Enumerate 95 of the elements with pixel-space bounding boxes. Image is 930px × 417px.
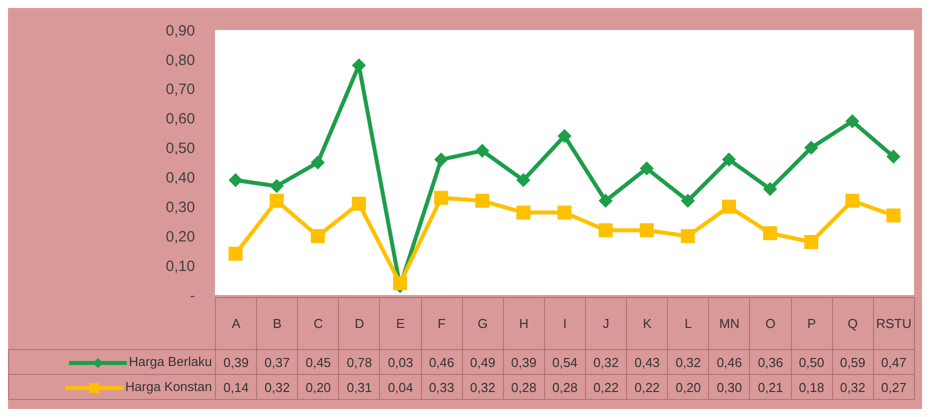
data-label: 0,14 [216,374,257,400]
y-tick-label: 0,60 [166,110,195,128]
x-tick-label: F [421,298,462,350]
point [434,190,448,205]
data-label: 0,30 [708,374,750,400]
y-tick-label: 0,30 [166,198,195,216]
data-label: 0,39 [216,350,257,374]
point [475,194,490,208]
legend-label: Harga Berlaku [128,354,212,370]
x-tick-label: O [750,298,792,350]
point [845,194,860,208]
y-tick-label: 0,40 [166,170,195,187]
x-tick-label: C [298,298,339,350]
x-tick-label: RSTU [873,298,914,350]
y-tick-label: 0,90 [166,22,195,40]
data-label: 0,37 [256,350,298,374]
data-label: 0,20 [298,374,339,400]
data-label: 0,21 [750,374,792,400]
y-tick-label: 0,80 [166,52,195,69]
data-label: 0,32 [832,374,874,400]
y-tick-label: - [190,287,195,304]
point [640,161,654,176]
point [270,194,284,208]
point [475,144,490,158]
legend-label: Harga Konstan [125,379,212,394]
data-label: 0,78 [338,350,380,374]
x-tick-label: I [544,298,586,350]
point [804,235,818,249]
x-tick-label: A [216,298,257,350]
data-label: 0,32 [585,350,627,374]
x-tick-label: Q [832,298,874,350]
data-label: 0,32 [462,374,504,400]
point [558,129,572,143]
data-label: 0,28 [544,374,586,400]
y-tick-label: 0,10 [166,258,195,275]
point [310,156,325,170]
point [763,182,778,196]
point [393,276,408,290]
data-label: 0,47 [873,350,914,374]
point [845,114,860,128]
data-label: 0,45 [298,350,339,374]
data-label: 0,32 [668,350,709,374]
x-tick-label: K [626,298,668,350]
data-label: 0,54 [544,350,586,374]
data-label: 0,50 [791,350,832,374]
data-label: 0,43 [626,350,668,374]
point [228,173,243,188]
data-label: 0,03 [380,350,422,374]
y-tick-label: 0,70 [166,81,195,98]
point [598,223,613,238]
point [516,206,530,220]
y-tick-label: 0,50 [166,140,195,158]
point [228,246,243,261]
data-label: 0,46 [708,350,750,374]
point [763,226,778,240]
point [886,208,900,222]
x-tick-label: B [256,298,298,350]
data-label: 0,27 [873,374,914,400]
data-label: 0,31 [338,374,380,400]
x-tick-label: E [380,298,422,350]
data-label: 0,32 [256,374,298,400]
data-label: 0,20 [668,374,709,400]
data-label: 0,59 [832,350,874,374]
data-label: 0,28 [503,374,544,400]
point [722,200,736,214]
x-tick-label: H [503,298,544,350]
data-label: 0,49 [462,350,504,374]
point [434,152,448,167]
point [680,229,695,244]
y-tick-label: 0,20 [166,228,195,246]
x-tick-label: D [338,298,380,350]
point [270,179,284,194]
point [558,206,572,220]
data-label: 0,46 [421,350,462,374]
data-label: 0,22 [585,374,627,400]
point [310,229,325,244]
point [640,223,654,238]
x-tick-label: MN [708,298,750,350]
point [886,150,900,164]
data-label: 0,33 [421,374,462,400]
point [352,196,366,211]
point [680,194,695,208]
point [722,152,736,167]
point [516,173,530,188]
data-label: 0,04 [380,374,422,400]
x-tick-label: L [668,298,709,350]
data-label: 0,39 [503,350,544,374]
point [598,194,613,208]
point [804,140,818,155]
x-tick-label: G [462,298,504,350]
data-label: 0,36 [750,350,792,374]
x-tick-label: J [585,298,627,350]
x-tick-label: P [791,298,832,350]
data-label: 0,22 [626,374,668,400]
data-label: 0,18 [791,374,832,400]
